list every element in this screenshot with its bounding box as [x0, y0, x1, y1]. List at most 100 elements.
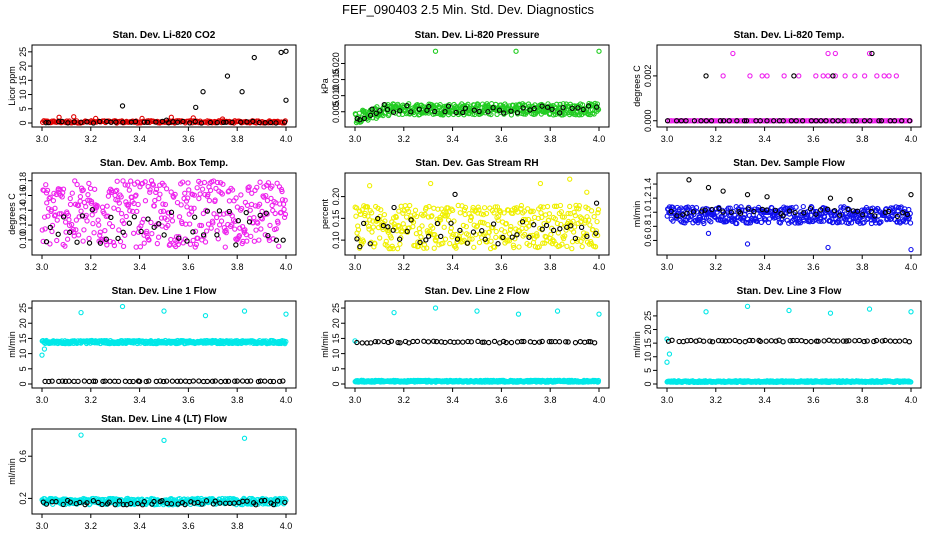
data-point — [134, 208, 140, 215]
data-point — [825, 50, 831, 57]
data-point — [861, 338, 867, 345]
data-point — [771, 118, 777, 124]
data-point — [90, 378, 97, 384]
data-point — [786, 307, 792, 314]
data-point — [278, 209, 284, 216]
data-point — [67, 499, 73, 505]
data-point — [273, 226, 279, 232]
data-point — [522, 231, 528, 238]
data-point — [69, 190, 75, 196]
data-point — [147, 189, 153, 195]
data-point — [423, 205, 429, 211]
data-point — [257, 212, 263, 219]
data-point — [695, 118, 701, 124]
data-point — [225, 378, 232, 384]
data-point — [412, 207, 419, 213]
series-secondary — [668, 177, 914, 220]
data-point — [99, 501, 105, 508]
data-point — [555, 230, 562, 236]
y-tick-label: 25 — [643, 311, 653, 321]
y-tick-label: 1.4 — [643, 178, 653, 191]
data-point — [586, 217, 592, 223]
data-point — [367, 217, 373, 223]
data-point — [432, 48, 439, 54]
data-point — [728, 209, 734, 215]
data-point — [119, 103, 126, 109]
data-point — [552, 216, 558, 222]
points-layer — [664, 177, 914, 253]
data-point — [73, 227, 79, 233]
y-tick-label: 5 — [18, 366, 28, 371]
data-point — [894, 213, 900, 220]
data-point — [362, 210, 368, 217]
data-point — [160, 378, 167, 385]
series-primary — [352, 305, 602, 385]
data-point — [861, 118, 868, 124]
data-point — [427, 180, 434, 187]
data-point — [719, 338, 725, 344]
data-point — [115, 235, 121, 242]
data-point — [818, 218, 824, 225]
data-point — [784, 205, 790, 211]
data-point — [219, 116, 226, 122]
data-point — [882, 337, 888, 344]
x-tick-label: 3.0 — [661, 395, 674, 405]
data-point — [77, 198, 83, 204]
data-point — [155, 234, 162, 240]
data-point — [265, 180, 272, 186]
data-point — [157, 191, 163, 197]
data-point — [219, 191, 226, 197]
data-point — [758, 219, 765, 225]
data-point — [114, 178, 120, 184]
data-point — [744, 303, 751, 310]
data-point — [187, 241, 194, 247]
data-point — [792, 209, 798, 216]
x-tick-label: 3.2 — [85, 262, 98, 272]
data-point — [126, 187, 132, 193]
data-point — [763, 338, 769, 344]
data-point — [54, 217, 60, 223]
data-point — [115, 378, 122, 385]
x-tick-label: 3.8 — [856, 262, 869, 272]
data-point — [157, 378, 163, 384]
data-point — [184, 238, 190, 244]
data-point — [116, 227, 122, 233]
data-point — [708, 219, 714, 225]
panel-title: Stan. Dev. Line 3 Flow — [737, 286, 842, 297]
plot-frame — [656, 172, 922, 256]
data-point — [751, 208, 757, 215]
data-point — [66, 378, 72, 384]
y-tick-label: 0.14 — [18, 202, 28, 220]
data-point — [595, 377, 602, 384]
data-point — [103, 236, 109, 242]
data-point — [96, 118, 103, 125]
data-point — [531, 339, 538, 346]
data-point — [174, 119, 181, 125]
data-point — [432, 108, 438, 115]
data-point — [832, 73, 839, 79]
data-point — [398, 203, 404, 209]
data-point — [793, 118, 799, 124]
data-point — [476, 207, 482, 213]
data-point — [576, 206, 582, 212]
data-point — [276, 243, 282, 249]
data-point — [41, 346, 48, 352]
x-tick-label: 3.0 — [349, 262, 362, 272]
data-point — [701, 338, 707, 344]
data-point — [84, 119, 90, 125]
data-point — [827, 310, 834, 316]
data-point — [578, 224, 585, 230]
y-tick-label: 0.20 — [331, 188, 341, 206]
x-tick-label: 3.6 — [495, 395, 508, 405]
data-point — [544, 203, 551, 210]
data-point — [369, 210, 375, 216]
points-layer — [664, 303, 914, 386]
data-point — [853, 118, 859, 124]
data-point — [425, 233, 432, 239]
data-point — [882, 209, 889, 215]
data-point — [153, 189, 159, 196]
data-point — [130, 208, 136, 215]
data-point — [448, 225, 454, 231]
y-tick-label: 0 — [331, 381, 341, 386]
data-point — [77, 499, 83, 506]
